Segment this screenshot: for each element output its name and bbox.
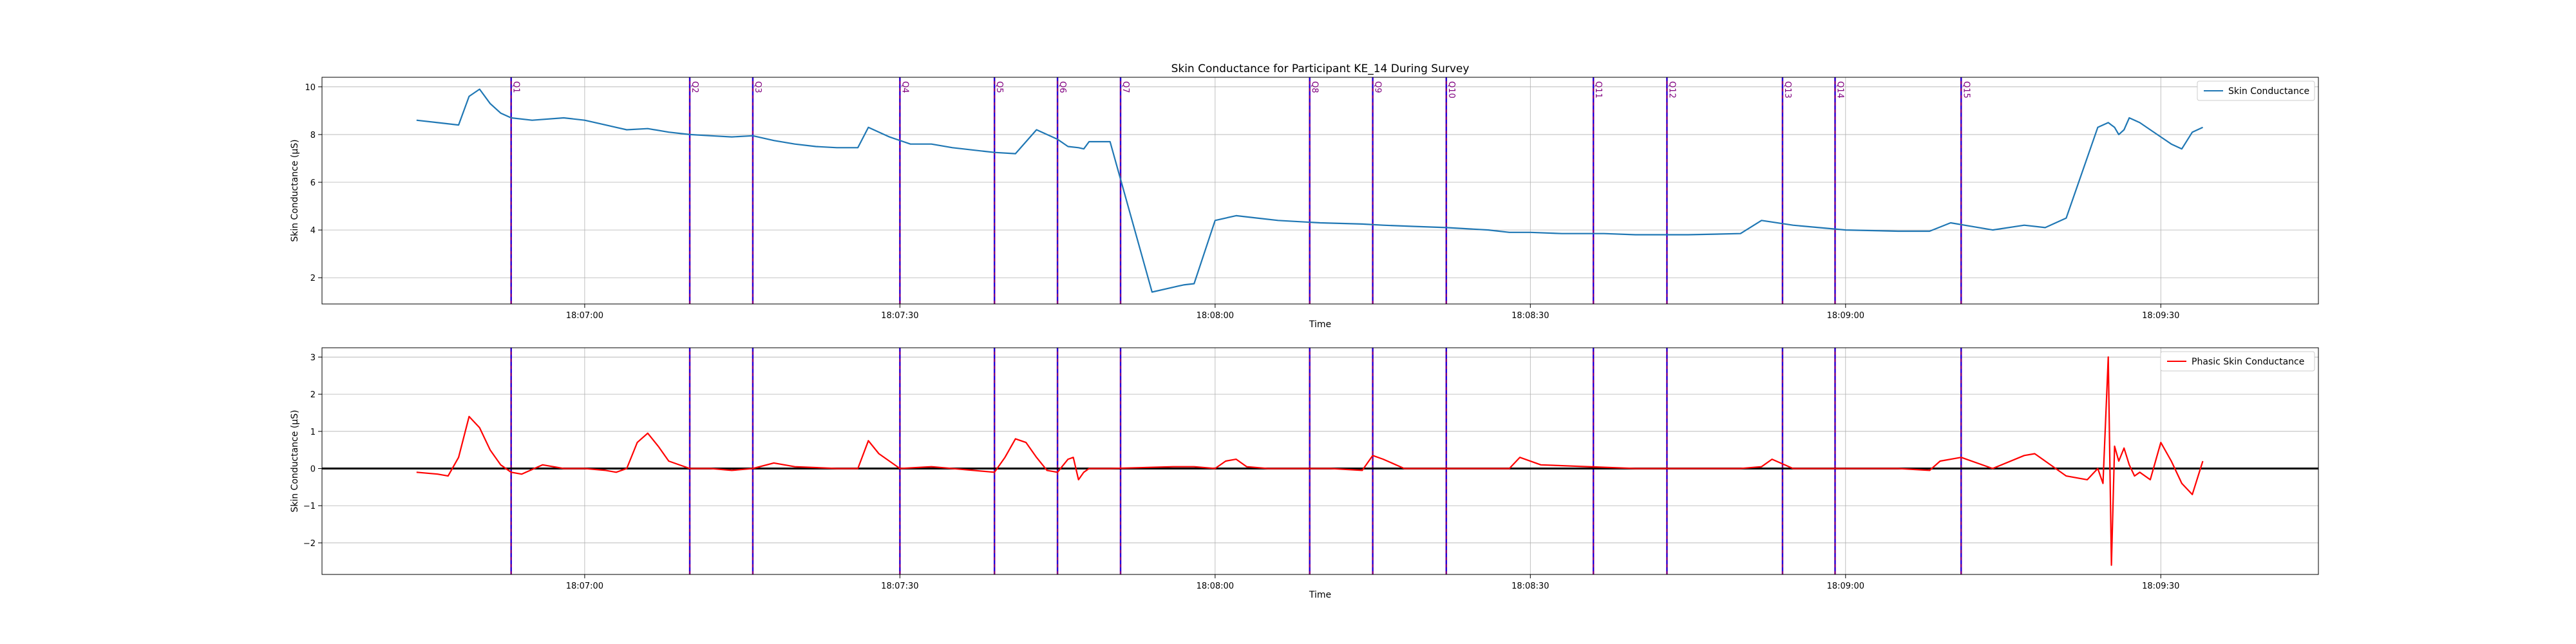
phasic-y-tick-label: −2 — [303, 539, 316, 549]
phasic-y-axis-label: Skin Conductance (µS) — [290, 410, 300, 512]
figure-title: Skin Conductance for Participant KE_14 D… — [1171, 62, 1470, 75]
phasic-x-tick-label: 18:08:30 — [1511, 582, 1549, 591]
question-marker-label: Q9 — [1373, 81, 1383, 93]
phasic-x-tick-label: 18:08:00 — [1197, 582, 1234, 591]
tonic-x-axis-label: Time — [1309, 319, 1331, 330]
phasic-y-tick-label: 2 — [310, 390, 316, 400]
question-marker-label: Q5 — [994, 81, 1004, 93]
tonic-y-tick-label: 10 — [305, 83, 316, 93]
tonic-x-tick-label: 18:09:00 — [1827, 311, 1864, 321]
phasic-x-tick-label: 18:07:00 — [566, 582, 603, 591]
phasic-x-tick-label: 18:07:30 — [881, 582, 918, 591]
tonic-legend-label: Skin Conductance — [2228, 86, 2309, 97]
phasic-x-tick-label: 18:09:00 — [1827, 582, 1864, 591]
question-marker-label: Q15 — [1961, 81, 1971, 99]
question-marker-label: Q13 — [1783, 81, 1792, 99]
question-marker-label: Q2 — [690, 81, 699, 93]
phasic-x-tick-label: 18:09:30 — [2142, 582, 2179, 591]
tonic-plot-area — [322, 77, 2318, 304]
tonic-legend: Skin Conductance — [2197, 81, 2315, 100]
question-marker-label: Q1 — [511, 81, 521, 93]
tonic-y-tick-label: 4 — [310, 226, 316, 236]
question-marker-label: Q6 — [1057, 81, 1067, 93]
tonic-x-tick-label: 18:09:30 — [2142, 311, 2179, 321]
tonic-y-tick-label: 6 — [310, 178, 316, 188]
phasic-plot-area — [322, 348, 2318, 574]
tonic-y-axis-label: Skin Conductance (µS) — [290, 139, 300, 242]
tonic-x-tick-label: 18:07:30 — [881, 311, 918, 321]
phasic-y-tick-label: 1 — [310, 428, 316, 437]
phasic-legend: Phasic Skin Conductance — [2161, 352, 2315, 371]
tonic-x-tick-label: 18:07:00 — [566, 311, 603, 321]
phasic-legend-label: Phasic Skin Conductance — [2192, 357, 2304, 367]
question-marker-label: Q3 — [753, 81, 762, 93]
tonic-x-tick-label: 18:08:00 — [1197, 311, 1234, 321]
phasic-y-tick-label: 0 — [310, 465, 316, 475]
question-marker-label: Q14 — [1835, 81, 1844, 99]
question-marker-label: Q10 — [1446, 81, 1456, 99]
tonic-y-tick-label: 2 — [310, 274, 316, 283]
phasic-y-tick-label: 3 — [310, 353, 316, 363]
tonic-chart: Q1 Q2 Q3 Q4 Q5 Q6 Q7 Q8 Q9 Q10 Q11 Q12 Q13 Q14 Q15 18:… — [290, 77, 2318, 330]
question-marker-label: Q4 — [900, 81, 909, 93]
question-marker-label: Q8 — [1310, 81, 1320, 93]
phasic-chart: 18:07:00 18:07:30 18:08:00 18:08:30 18:09:00… — [290, 348, 2318, 600]
tonic-y-tick-label: 8 — [310, 131, 316, 140]
question-marker-label: Q7 — [1121, 81, 1130, 93]
phasic-x-axis-label: Time — [1309, 590, 1331, 600]
question-marker-label: Q11 — [1593, 81, 1603, 99]
phasic-y-tick-label: −1 — [303, 502, 316, 511]
question-marker-label: Q12 — [1667, 81, 1676, 99]
tonic-x-tick-label: 18:08:30 — [1511, 311, 1549, 321]
